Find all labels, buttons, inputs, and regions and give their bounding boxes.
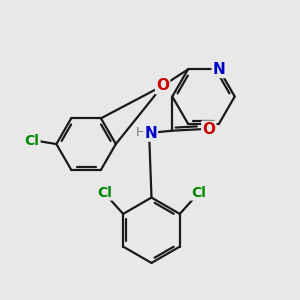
Text: O: O bbox=[156, 78, 169, 93]
Text: O: O bbox=[202, 122, 215, 137]
Text: N: N bbox=[144, 126, 157, 141]
Text: N: N bbox=[213, 62, 226, 77]
Text: Cl: Cl bbox=[97, 185, 112, 200]
Text: H: H bbox=[136, 126, 146, 139]
Text: Cl: Cl bbox=[191, 185, 206, 200]
Text: Cl: Cl bbox=[25, 134, 39, 148]
